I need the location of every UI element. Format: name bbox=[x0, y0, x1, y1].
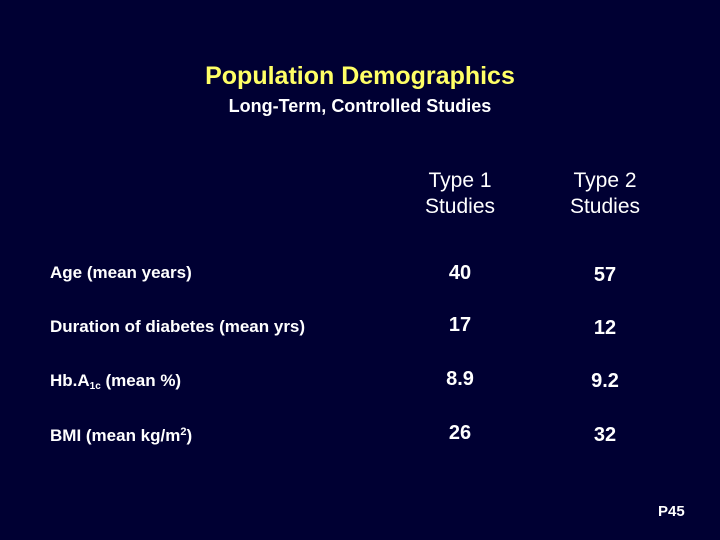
slide-title: Population Demographics bbox=[205, 62, 515, 90]
cell-bmi-type2: 32 bbox=[593, 424, 617, 446]
cell-hba1c-type1: 8.9 bbox=[446, 368, 474, 390]
row-label-age: Age (mean years) bbox=[50, 263, 192, 282]
row-label-bmi: BMI (mean kg/m2) bbox=[50, 426, 192, 446]
cell-age-type1: 40 bbox=[448, 262, 472, 284]
row-label-hba1c-subscript: 1c bbox=[89, 381, 101, 392]
cell-duration-type1: 17 bbox=[448, 314, 472, 336]
column-header-type2: Type 2 Studies bbox=[535, 168, 675, 220]
column-header-type1-line1: Type 1 bbox=[428, 169, 492, 192]
cell-duration-type2: 12 bbox=[593, 317, 617, 339]
row-label-hba1c-rest: (mean %) bbox=[100, 371, 182, 390]
column-header-type1: Type 1 Studies bbox=[390, 168, 530, 220]
row-label-hba1c: Hb.A1c (mean %) bbox=[50, 371, 181, 392]
cell-bmi-type1: 26 bbox=[448, 422, 472, 444]
row-label-bmi-rest: ) bbox=[186, 426, 193, 445]
row-label-bmi-main: BMI (mean kg/m bbox=[50, 426, 181, 445]
column-header-type2-line1: Type 2 bbox=[573, 169, 637, 192]
row-label-bmi-superscript: 2 bbox=[180, 426, 187, 438]
cell-age-type2: 57 bbox=[593, 264, 617, 286]
slide-number: P45 bbox=[658, 503, 685, 520]
column-header-type2-line2: Studies bbox=[569, 195, 641, 218]
column-header-type1-line2: Studies bbox=[424, 195, 496, 218]
slide-subtitle: Long-Term, Controlled Studies bbox=[228, 96, 492, 116]
row-label-hba1c-main: Hb.A bbox=[50, 371, 90, 390]
cell-hba1c-type2: 9.2 bbox=[591, 370, 619, 392]
row-label-duration: Duration of diabetes (mean yrs) bbox=[50, 317, 306, 336]
